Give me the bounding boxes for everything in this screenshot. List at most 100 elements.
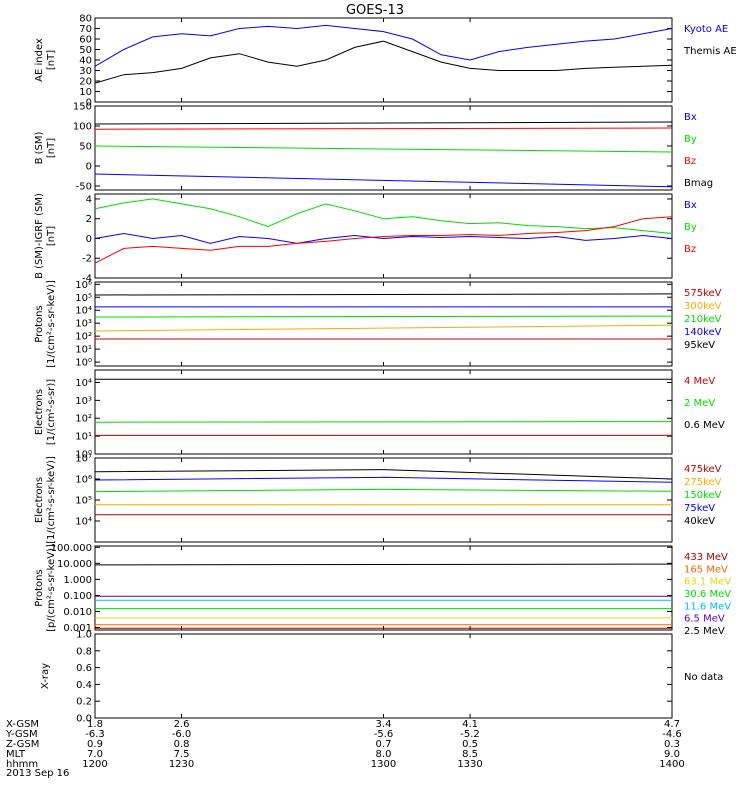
orbit-value: 1330: [457, 759, 482, 770]
y-tick-label: 100.000: [51, 543, 92, 554]
series-line-By: [94, 145, 673, 153]
y-tick-label: 10⁴: [75, 378, 92, 389]
y-tick-label: 10: [79, 87, 92, 98]
legend-entry: 63.1 MeV: [684, 577, 731, 588]
date-label: 2013 Sep 16: [6, 768, 69, 779]
y-tick-label: 50: [79, 45, 92, 56]
legend-entry: 140keV: [684, 327, 722, 338]
legend-entry: 2 MeV: [684, 398, 715, 409]
panel-5: 10⁴ 10⁵ 10⁶ 10⁷ Electrons [1/(cm²-s-sr-keV)] 4…: [34, 454, 722, 544]
legend-entry: Bx: [684, 200, 697, 211]
series-line-150keV: [94, 488, 673, 493]
y-tick-label: 10⁶: [75, 280, 92, 291]
y-tick-label: 10³: [75, 319, 92, 330]
y-tick-label: 0: [86, 162, 92, 173]
y-axis-label: Protons: [34, 305, 45, 342]
legend-entry: 95keV: [684, 340, 715, 351]
legend-entry: 575keV: [684, 288, 722, 299]
panel-frame: [94, 17, 673, 103]
legend-entry: Bz: [684, 244, 696, 255]
y-tick-label: -4: [82, 274, 92, 285]
orbit-value: 8.0: [376, 749, 392, 760]
orbit-value: 1230: [169, 759, 194, 770]
series-line-2-MeV: [94, 421, 673, 423]
orbit-row-label: Y-GSM: [5, 729, 38, 740]
legend-entry: 165 MeV: [684, 564, 728, 575]
y-tick-label: 10⁰: [75, 358, 92, 369]
orbit-value: 0.3: [664, 739, 680, 750]
series-line-Bz: [94, 127, 673, 130]
y-tick-label: 0.6: [76, 663, 92, 674]
y-tick-label: 0.0: [76, 714, 92, 725]
orbit-value: -4.6: [662, 729, 682, 740]
orbit-value: 0.5: [462, 739, 478, 750]
legend-entry: 30.6 MeV: [684, 589, 731, 600]
orbit-value: 0.9: [87, 739, 103, 750]
legend-entry: 210keV: [684, 314, 722, 325]
y-tick-label: 150: [73, 102, 92, 113]
series-line-Kyoto-AE: [94, 24, 673, 67]
orbit-value: 0.8: [174, 739, 190, 750]
y-axis-label: Protons: [34, 569, 45, 606]
y-axis-label: [nT]: [46, 138, 57, 158]
panel-frame: [94, 457, 673, 543]
orbit-value: 1300: [371, 759, 396, 770]
y-tick-label: 10⁴: [75, 517, 92, 528]
series-line-40keV: [94, 469, 673, 480]
panel-1: -50 0 50 100 150 B (SM) [nT] Bx By Bz Bmag: [34, 102, 713, 193]
orbit-value: 1400: [659, 759, 684, 770]
y-tick-label: 10⁶: [75, 475, 92, 486]
orbit-value: 3.4: [376, 719, 392, 730]
orbit-value: -6.3: [85, 729, 105, 740]
legend-entry: 433 MeV: [684, 552, 728, 563]
legend-entry: By: [684, 222, 697, 233]
legend-entry: 75keV: [684, 503, 715, 514]
y-axis-label: [p/(cm²-s-sr-keV)]: [46, 544, 57, 632]
y-tick-label: 1.000: [63, 575, 92, 586]
legend-entry: Bx: [684, 112, 697, 123]
panel-7: 0.0 0.2 0.4 0.6 0.8 1.0 X-ray No data: [40, 630, 723, 725]
y-tick-label: 0.2: [76, 697, 92, 708]
y-tick-label: 80: [79, 14, 92, 25]
orbit-value: -5.2: [460, 729, 480, 740]
panel-4: 10⁰ 10¹ 10² 10³ 10⁴ Electrons [1/(cm²-s-sr)] 4 …: [34, 369, 725, 461]
y-tick-label: 20: [79, 77, 92, 88]
y-axis-label: AE index: [34, 38, 45, 82]
y-tick-label: 10⁷: [75, 454, 92, 465]
orbit-value: 1200: [82, 759, 107, 770]
orbit-value: 4.1: [462, 719, 478, 730]
no-data-note: No data: [684, 672, 723, 683]
panel-3: 10⁰ 10¹ 10² 10³ 10⁴ 10⁵ 10⁶ Protons [1/(cm²-s-sr…: [34, 280, 722, 369]
y-tick-label: 1.0: [76, 630, 92, 641]
orbit-value: 0.7: [376, 739, 392, 750]
legend-entry: 40keV: [684, 516, 715, 527]
legend-entry: 0.6 MeV: [684, 420, 725, 431]
orbit-table: X-GSM 1.8 2.6 3.4 4.1 4.7 Y-GSM -6.3 -6.0 -5.6 -5.…: [5, 719, 685, 779]
y-tick-label: 0: [86, 98, 92, 109]
y-axis-label: X-ray: [40, 663, 51, 689]
series-line-75keV: [94, 476, 673, 483]
y-tick-label: 10¹: [75, 345, 92, 356]
y-tick-label: 0.100: [63, 591, 92, 602]
legend-entry: By: [684, 134, 697, 145]
y-tick-label: 50: [79, 142, 92, 153]
series-line-Bx: [94, 232, 673, 244]
y-tick-label: 30: [79, 66, 92, 77]
series-line-Bz: [94, 216, 673, 264]
y-tick-label: 10⁴: [75, 306, 92, 317]
panel-2: -4 -2 0 2 4 B (SM)-IGRF (SM) [nT] Bx By Bz: [34, 193, 697, 284]
y-axis-label: Electrons: [34, 389, 45, 435]
y-tick-label: 10²: [75, 414, 92, 425]
y-axis-label: [1/(cm²-s-sr-keV)]: [46, 456, 57, 544]
y-tick-label: 0.4: [76, 680, 92, 691]
panel-frame: [94, 369, 673, 455]
legend-entry: Bmag: [684, 178, 713, 189]
y-tick-label: 10²: [75, 332, 92, 343]
legend-entry: Themis AE: [683, 46, 737, 57]
orbit-value: 8.5: [462, 749, 478, 760]
y-tick-label: 2: [86, 214, 92, 225]
y-tick-label: 0.8: [76, 646, 92, 657]
